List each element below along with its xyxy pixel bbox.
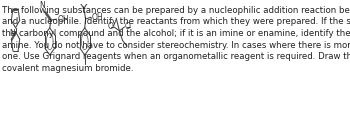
Text: OH: OH [57, 15, 69, 24]
Text: OH: OH [91, 13, 103, 22]
Text: N: N [9, 29, 15, 38]
Text: N: N [39, 1, 44, 10]
Text: O: O [125, 22, 131, 31]
Text: The following substances can be prepared by a nucleophilic addition reaction bet: The following substances can be prepared… [2, 6, 350, 73]
Text: O: O [107, 22, 113, 31]
